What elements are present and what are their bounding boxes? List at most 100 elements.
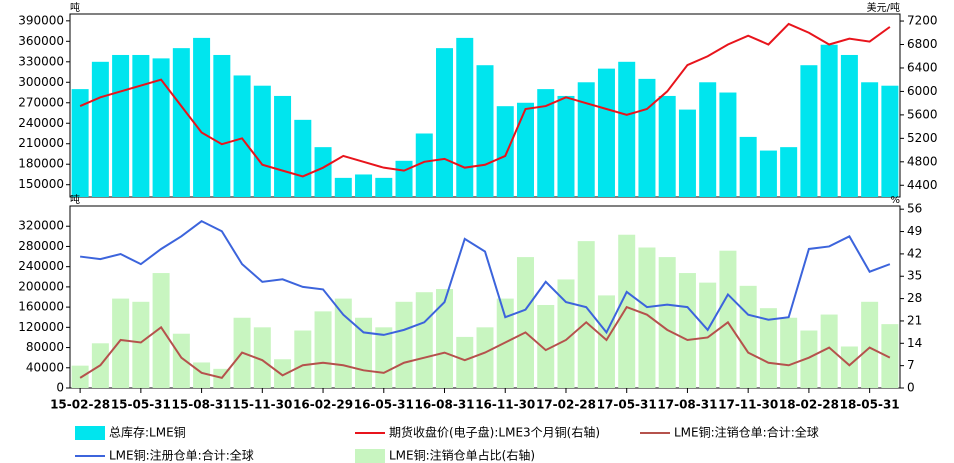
bar: [274, 95, 292, 197]
bar: [334, 177, 352, 197]
bar: [759, 308, 777, 388]
y-tick-label: 360000: [18, 34, 64, 48]
x-tick-label: 15-11-30: [232, 398, 292, 412]
bar: [678, 273, 696, 388]
y2-tick-label: 56: [907, 202, 922, 216]
bar: [213, 54, 231, 197]
legend-label: 期货收盘价(电子盘):LME3个月铜(右轴): [389, 425, 600, 440]
bar: [719, 250, 737, 388]
bar: [759, 150, 777, 197]
bar: [456, 37, 474, 197]
bar: [334, 298, 352, 388]
bar: [415, 133, 433, 197]
y-tick-label: 270000: [18, 95, 64, 109]
bar: [820, 44, 838, 197]
y-tick-label: 240000: [18, 259, 64, 273]
x-tick-label: 15-08-31: [172, 398, 232, 412]
y2-tick-label: 4800: [907, 154, 938, 168]
bar: [233, 75, 251, 197]
y-tick-label: 160000: [18, 300, 64, 314]
bar: [780, 317, 798, 388]
y-unit: 吨: [70, 1, 80, 14]
y2-tick-label: 5200: [907, 131, 938, 145]
x-tick-label: 17-02-28: [536, 398, 596, 412]
y2-tick-label: 28: [907, 291, 922, 305]
bar: [395, 301, 413, 388]
bar: [516, 102, 534, 197]
line-series: [79, 305, 891, 380]
y-tick-label: 120000: [18, 320, 64, 334]
bar: [537, 304, 555, 388]
x-tick-label: 16-02-29: [293, 398, 353, 412]
bar: [881, 85, 899, 197]
x-tick-label: 16-08-31: [414, 398, 474, 412]
y-tick-label: 330000: [18, 54, 64, 68]
bar: [780, 147, 798, 197]
bar: [152, 273, 170, 388]
bar: [800, 330, 818, 388]
bar: [436, 289, 454, 388]
bar: [193, 37, 211, 197]
bar: [820, 314, 838, 388]
bar: [699, 282, 717, 388]
bar: [476, 327, 494, 388]
bar: [91, 61, 109, 197]
bar: [557, 95, 575, 197]
y2-tick-label: 6400: [907, 60, 938, 74]
y-tick-label: 200000: [18, 279, 64, 293]
y-tick-label: 280000: [18, 239, 64, 253]
bar: [314, 147, 332, 197]
bar: [172, 333, 190, 388]
bar: [253, 327, 271, 388]
bar: [415, 292, 433, 388]
bar: [355, 174, 373, 197]
x-tick-label: 18-02-28: [779, 398, 839, 412]
y-tick-label: 390000: [18, 13, 64, 27]
bar: [375, 327, 393, 388]
y-tick-label: 300000: [18, 75, 64, 89]
bar: [557, 279, 575, 388]
bar: [476, 65, 494, 198]
y-tick-label: 320000: [18, 219, 64, 233]
x-tick-label: 15-02-28: [50, 398, 110, 412]
y2-tick-label: 35: [907, 269, 922, 283]
y2-tick-label: 21: [907, 313, 922, 327]
bar: [618, 61, 636, 197]
bar: [719, 92, 737, 197]
bar: [395, 160, 413, 197]
x-tick-label: 15-05-31: [111, 398, 171, 412]
bar: [112, 54, 130, 197]
bar: [294, 330, 312, 388]
bar: [861, 82, 879, 197]
bar: [577, 82, 595, 197]
bar: [678, 109, 696, 197]
y-tick-label: 40000: [26, 360, 64, 374]
y-tick-label: 240000: [18, 116, 64, 130]
bar: [132, 54, 150, 197]
bar: [840, 54, 858, 197]
bar: [618, 234, 636, 388]
bar: [597, 295, 615, 388]
y-unit: 吨: [70, 193, 80, 206]
y-tick-label: 80000: [26, 340, 64, 354]
bar: [739, 136, 757, 197]
bar: [800, 65, 818, 198]
x-tick-label: 17-05-31: [597, 398, 657, 412]
bar: [840, 346, 858, 388]
legend-label: 总库存:LME铜: [109, 425, 186, 440]
x-tick-label: 17-08-31: [657, 398, 717, 412]
legend-label: LME铜:注册仓单:合计:全球: [109, 448, 254, 463]
y-tick-label: 210000: [18, 136, 64, 150]
bar: [375, 177, 393, 197]
y2-unit: 美元/吨: [867, 1, 900, 14]
y2-tick-label: 7: [907, 358, 915, 372]
bar: [132, 301, 150, 388]
bar: [71, 89, 89, 197]
y2-unit: %: [890, 195, 900, 206]
legend-label: LME铜:注销仓单占比(右轴): [389, 448, 535, 463]
bar: [658, 95, 676, 197]
y-tick-label: 150000: [18, 177, 64, 191]
bar: [274, 359, 292, 388]
y-tick-label: 180000: [18, 157, 64, 171]
